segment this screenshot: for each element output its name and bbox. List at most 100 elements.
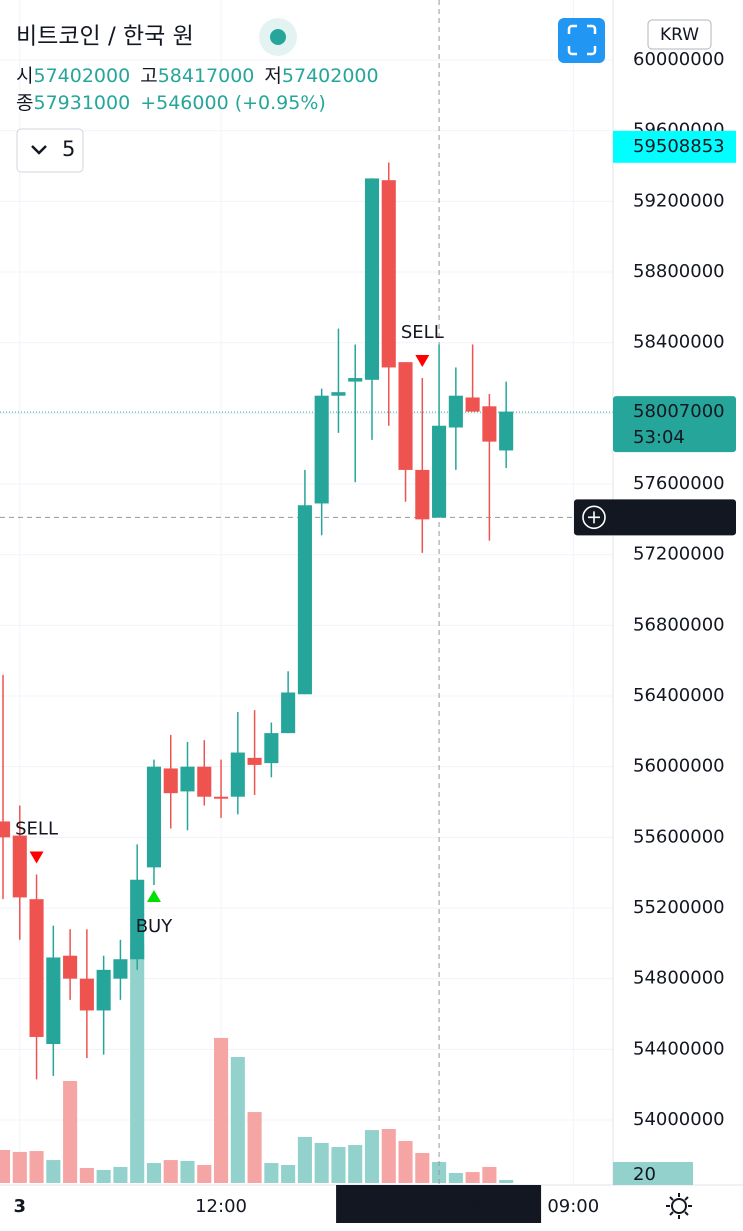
y-tick-label: 58400000 [633,332,725,353]
y-tick-label: 58800000 [633,261,725,282]
plus-icon [588,511,600,524]
interval-dropdown[interactable]: 5 [16,128,84,173]
x-tick-label: 09:00 [547,1196,599,1217]
chevron-icon [31,145,47,155]
ohlc-line: 시57402000 고58417000 저57402000 [16,65,379,87]
volume-bar [415,1153,430,1183]
candle-body [331,392,346,396]
candle-body [12,835,27,898]
candle-body [0,821,11,838]
volume-bar [163,1160,178,1183]
volume-bar [281,1165,296,1183]
volume-tag-label: 20 [633,1164,656,1185]
candle-body [364,178,380,380]
marker-label: SELL [401,322,444,343]
candle-body [264,733,279,764]
volume-bar [381,1129,396,1183]
fullscreen-bg [558,18,605,63]
settings-button[interactable] [666,1193,692,1219]
y-tick-label: 56400000 [633,685,725,706]
candle-body [432,425,447,518]
volume-bar [12,1151,27,1183]
close-line: 종57931000 +546000 (+0.95%) [16,92,326,114]
volume-bar [130,944,145,1183]
x-tick-label: 3 [14,1196,27,1217]
volume-bar [348,1145,363,1183]
overlay: 비트코인 / 한국 원 시57402000 고58417000 저57402000 … [16,18,712,1219]
volume-bar [180,1160,195,1183]
y-tick-label: 57600000 [633,473,725,494]
volume-bar [398,1141,413,1183]
marker-label: BUY [136,916,174,937]
candle-body [197,766,212,797]
alert-tag-label: 59508853 [633,136,725,157]
volume-bar [146,1163,162,1183]
add-alert-button[interactable] [582,505,606,530]
candle-body [163,768,178,794]
close-label: 종 [16,92,33,114]
candle-body [297,505,312,695]
y-tick-label: 56800000 [633,614,725,635]
fullscreen-icon [567,24,597,56]
candle-body [247,757,262,765]
candle-body [398,362,413,470]
candle-body [96,969,111,1011]
volume-bar [482,1166,497,1183]
plus-circle [582,505,606,530]
volume-bar [113,1166,128,1183]
candle-body [348,378,363,382]
gear-icon [671,1198,687,1214]
volume-bar [314,1142,329,1183]
high-value: 58417000 [158,65,255,87]
volume-bar [0,1150,11,1183]
x-tick-label: 12:00 [195,1196,247,1217]
interval-value: 5 [62,137,75,161]
candle-body [29,899,44,1037]
volume-bar [465,1172,480,1183]
y-tick-label: 57200000 [633,544,725,565]
y-tick-label: 55200000 [633,897,725,918]
volume-bar [63,1081,78,1183]
dropdown-box [16,128,84,173]
volume-bar [448,1172,463,1183]
volume-bar [230,1057,245,1183]
candle-body [499,411,514,451]
volume-tag [613,1162,693,1185]
last-price-tag [613,396,736,453]
open-value: 57402000 [33,65,130,87]
close-value: 57931000 [33,92,130,114]
volume-bar [79,1168,94,1183]
currency-button[interactable]: KRW [647,19,712,50]
low-label: 저 [264,65,281,87]
volume-bar [197,1165,212,1183]
countdown-label: 53:04 [633,427,685,448]
volume-bar [29,1151,44,1183]
volume-bar [364,1130,380,1183]
low-value: 57402000 [282,65,379,87]
y-tick-label: 54800000 [633,968,725,989]
last-price-label: 58007000 [633,401,725,422]
candle-body [46,957,61,1045]
candle-body [448,395,463,428]
candle-body [130,879,145,960]
sell-marker [415,355,430,368]
volume-bar [499,1180,514,1183]
fullscreen-button[interactable] [558,18,605,63]
candle-body [314,395,329,504]
y-tick-label: 56000000 [633,756,725,777]
y-tick-label: 59200000 [633,190,725,211]
crosshair-time-label: 2021-03-04 01:00 [355,1193,523,1214]
candle-body [79,978,94,1011]
volume-bar [331,1147,346,1183]
gear-teeth [666,1193,692,1219]
y-tick-label: 55600000 [633,826,725,847]
high-label: 고 [140,65,157,87]
marker-label: SELL [15,818,58,839]
candle-body [146,766,162,868]
y-tick-label: 60000000 [633,49,725,70]
y-tick-label: 54000000 [633,1109,725,1130]
sell-marker [29,851,44,864]
candle-body [113,959,128,979]
volume-bar [297,1136,312,1183]
plot: SELL BUY SELL [0,0,613,1185]
